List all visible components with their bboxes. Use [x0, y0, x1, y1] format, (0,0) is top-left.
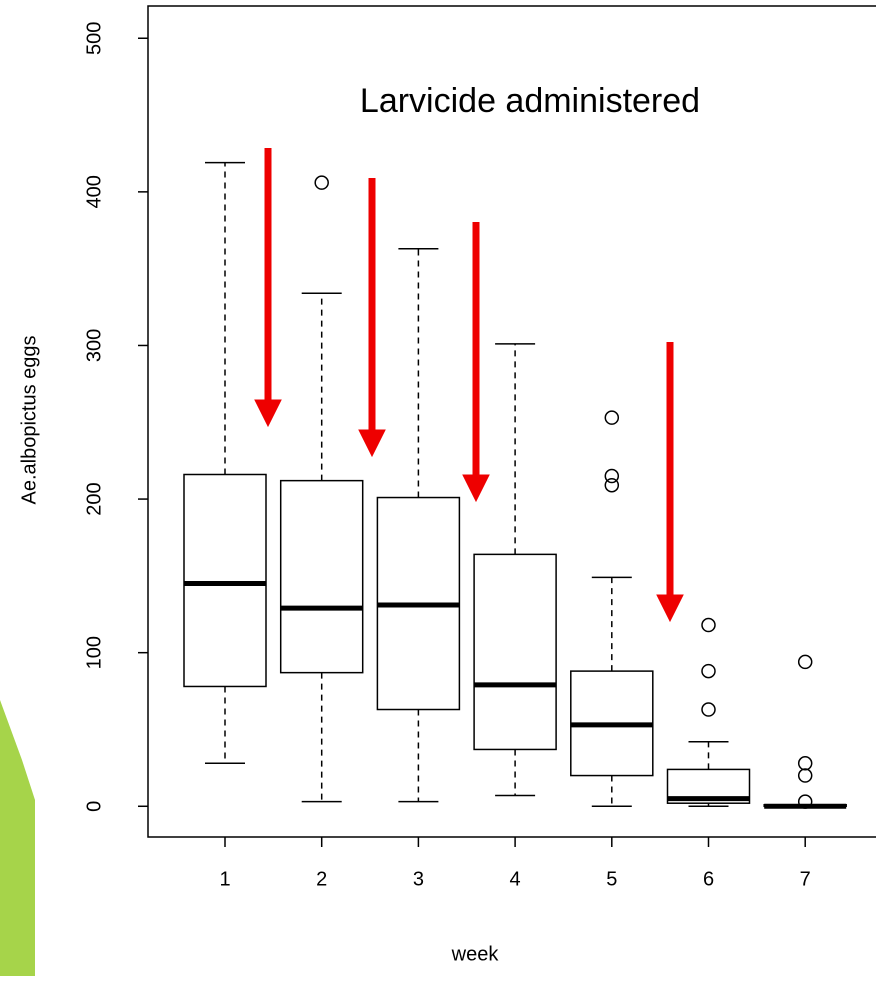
annotation: Larvicide administered	[360, 82, 700, 120]
x-tick-label: 4	[510, 868, 521, 890]
box	[183, 473, 267, 688]
x-tick-label: 7	[800, 868, 811, 890]
outlier	[797, 794, 813, 809]
arrow-head	[656, 594, 684, 623]
y-tick-label: 500	[83, 22, 105, 55]
y-tick-label: 300	[83, 329, 105, 362]
decor-band	[0, 700, 35, 976]
outlier	[701, 702, 716, 717]
arrow-head	[254, 399, 282, 428]
x-tick-label: 1	[219, 868, 230, 890]
x-tick-label: 6	[703, 868, 714, 890]
outlier	[797, 654, 813, 670]
arrow-head	[462, 474, 490, 503]
y-axis-label: Ae.albopictus eggs	[18, 335, 40, 504]
outlier	[604, 477, 620, 493]
outlier	[701, 617, 716, 633]
outlier	[314, 175, 329, 190]
y-tick-label: 400	[83, 175, 105, 208]
outlier	[701, 663, 716, 679]
y-tick-label: 200	[83, 482, 105, 515]
x-tick-label: 2	[316, 868, 327, 890]
outlier	[604, 468, 620, 484]
y-tick-label: 0	[83, 801, 105, 812]
box	[279, 479, 364, 674]
arrows	[254, 148, 684, 623]
arrow-head	[358, 429, 386, 458]
x-axis-label: week	[451, 943, 500, 965]
plot-frame	[147, 5, 876, 838]
outlier	[797, 768, 813, 783]
x-tick-label: 3	[413, 868, 424, 890]
x-tick-label: 5	[606, 868, 617, 890]
outlier	[604, 410, 620, 425]
y-tick-label: 100	[83, 636, 105, 669]
box	[473, 553, 557, 751]
outlier	[797, 756, 813, 771]
